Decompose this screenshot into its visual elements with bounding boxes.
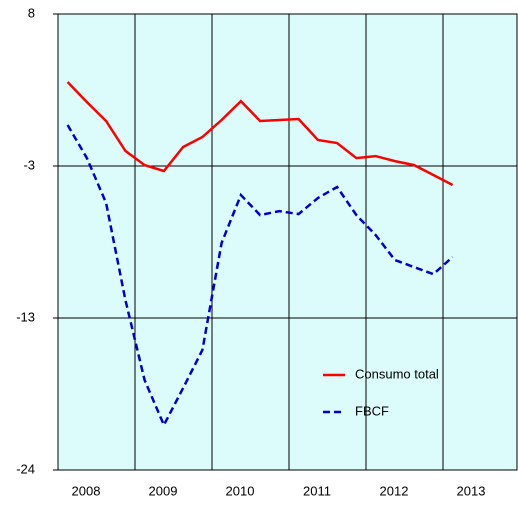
plot-border <box>57 13 518 471</box>
x-tick-label: 2008 <box>72 483 101 498</box>
y-tick-label: -13 <box>16 309 35 324</box>
y-tick-label: 8 <box>28 5 35 20</box>
legend-label: Consumo total <box>355 366 439 381</box>
x-tick-label: 2010 <box>226 483 255 498</box>
y-tick-label: -24 <box>16 461 35 476</box>
legend-label: FBCF <box>355 403 389 418</box>
data-line <box>66 124 454 428</box>
x-tick-label: 2011 <box>303 483 331 498</box>
x-tick-label: 2012 <box>380 483 409 498</box>
y-tick-label: -3 <box>23 157 35 172</box>
plot-area <box>58 14 517 470</box>
x-tick-label: 2013 <box>457 483 486 498</box>
x-tick-label: 2009 <box>149 483 178 498</box>
data-line <box>66 81 454 187</box>
